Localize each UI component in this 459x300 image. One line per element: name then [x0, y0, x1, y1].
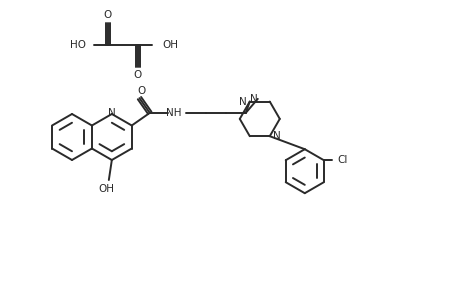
- Text: O: O: [134, 70, 142, 80]
- Text: OH: OH: [99, 184, 115, 194]
- Text: NH: NH: [166, 108, 181, 118]
- Text: N: N: [272, 131, 280, 141]
- Text: O: O: [104, 10, 112, 20]
- Text: Cl: Cl: [337, 155, 347, 165]
- Text: OH: OH: [162, 40, 178, 50]
- Text: N: N: [239, 97, 246, 106]
- Text: N: N: [108, 108, 116, 118]
- Text: O: O: [137, 86, 145, 96]
- Text: HO: HO: [70, 40, 86, 50]
- Text: N: N: [250, 94, 257, 104]
